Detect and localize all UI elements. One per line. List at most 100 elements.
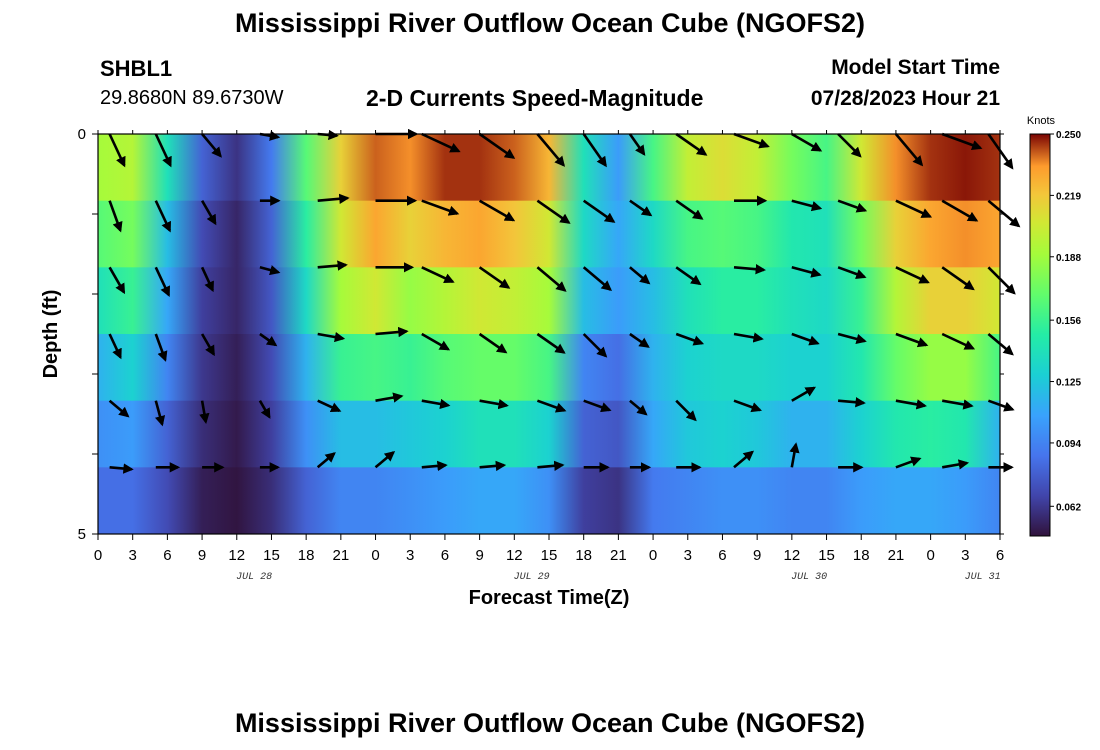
x-tick-label: 15: [541, 547, 558, 564]
current-vector: [941, 459, 970, 470]
current-vector: [941, 399, 974, 410]
current-vector: [200, 266, 214, 293]
current-vector: [675, 399, 697, 422]
current-vector: [941, 199, 979, 222]
current-vector: [675, 266, 702, 286]
colorbar-tick-label: 0.062: [1056, 502, 1081, 513]
current-vector: [629, 266, 651, 285]
current-vector: [837, 133, 862, 158]
station-id: SHBL1: [100, 56, 173, 81]
x-tick-label: 3: [961, 547, 969, 564]
date-label: JUL 31: [965, 572, 1001, 583]
current-vector: [479, 398, 509, 410]
current-vector: [895, 456, 922, 469]
current-vector: [536, 266, 567, 292]
current-vector: [108, 266, 126, 295]
x-axis-label: Forecast Time(Z): [469, 587, 630, 609]
current-vector: [941, 132, 983, 151]
depth-layer-band: [98, 134, 1000, 202]
current-vector: [478, 132, 516, 159]
current-vector: [421, 199, 460, 216]
current-vector: [941, 266, 975, 291]
footer-title: Mississippi River Outflow Ocean Cube (NG…: [234, 708, 866, 738]
depth-layer-band: [98, 467, 1000, 535]
current-vector: [374, 450, 396, 469]
current-vector: [478, 199, 516, 222]
current-vector: [791, 266, 822, 278]
current-vector: [837, 397, 866, 408]
current-vector: [317, 260, 348, 271]
station-coords: 29.8680N 89.6730W: [100, 87, 284, 109]
y-tick-label: 5: [78, 526, 86, 543]
x-tick-label: 0: [649, 547, 657, 564]
current-vector: [629, 199, 653, 217]
x-tick-label: 9: [198, 547, 206, 564]
current-vector: [628, 133, 646, 156]
x-tick-label: 21: [888, 547, 905, 564]
current-vector: [583, 399, 612, 413]
current-vector: [536, 399, 567, 413]
colorbar-tick-label: 0.219: [1056, 191, 1081, 202]
current-vector: [154, 200, 171, 233]
x-tick-label: 12: [784, 547, 801, 564]
current-vector: [201, 133, 222, 158]
heatmap-layer: [98, 134, 1000, 535]
current-vector: [582, 133, 607, 168]
current-vector: [733, 332, 764, 343]
current-vector: [421, 398, 451, 410]
x-tick-label: 9: [475, 547, 483, 564]
depth-layer-band: [98, 400, 1000, 468]
current-vector: [941, 332, 976, 350]
current-vector: [154, 266, 170, 297]
x-tick-label: 0: [926, 547, 934, 564]
colorbar-tick-label: 0.250: [1056, 130, 1081, 141]
current-vector: [789, 442, 800, 468]
current-vector: [837, 266, 867, 280]
current-vector: [200, 333, 215, 357]
current-vector: [108, 133, 126, 168]
current-vector: [536, 332, 566, 354]
current-vector: [675, 332, 705, 346]
current-vector: [791, 386, 817, 402]
current-vector: [421, 132, 461, 153]
current-vector: [375, 392, 404, 403]
x-tick-label: 15: [263, 547, 280, 564]
colorbar-tick-label: 0.125: [1056, 378, 1081, 389]
colorbar-tick-label: 0.156: [1056, 316, 1081, 327]
y-tick-label: 0: [78, 126, 86, 143]
current-vector: [733, 450, 754, 469]
x-tick-label: 6: [996, 547, 1004, 564]
current-vector: [629, 399, 648, 416]
current-vector: [478, 266, 511, 289]
date-label: JUL 30: [791, 572, 827, 583]
plot-title: 2-D Currents Speed-Magnitude: [366, 85, 704, 111]
x-tick-label: 6: [718, 547, 726, 564]
current-vector: [317, 331, 346, 343]
x-tick-label: 18: [575, 547, 592, 564]
current-vector: [987, 266, 1016, 295]
x-tick-label: 15: [818, 547, 835, 564]
current-vector: [733, 132, 770, 149]
current-vector: [895, 399, 927, 410]
current-vector: [478, 332, 508, 354]
current-vector: [733, 263, 766, 275]
current-vector: [791, 132, 823, 152]
current-vector: [537, 460, 565, 472]
x-tick-label: 21: [610, 547, 627, 564]
date-label: JUL 28: [236, 572, 272, 583]
current-vector: [536, 199, 571, 224]
current-vector: [421, 460, 448, 472]
current-vector: [536, 133, 566, 167]
current-vector: [108, 200, 123, 233]
current-vector: [154, 333, 168, 362]
x-tick-label: 21: [333, 547, 350, 564]
colorbar-tick-label: 0.188: [1056, 253, 1081, 264]
x-tick-label: 0: [94, 547, 102, 564]
x-tick-label: 18: [853, 547, 870, 564]
x-tick-label: 3: [684, 547, 692, 564]
x-tick-label: 12: [228, 547, 245, 564]
current-vector: [582, 333, 608, 358]
current-vector: [259, 265, 281, 276]
x-tick-label: 3: [406, 547, 414, 564]
